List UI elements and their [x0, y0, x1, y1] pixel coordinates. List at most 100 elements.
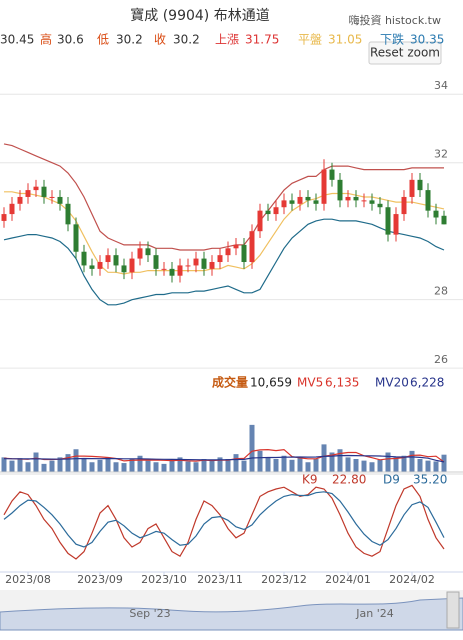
navigator-handle[interactable] [446, 591, 460, 629]
volume-bar [145, 460, 151, 472]
candle-body [41, 186, 47, 197]
button-box[interactable] [368, 41, 442, 65]
y-tick-label: 28 [434, 285, 448, 298]
volume-bar [121, 463, 127, 472]
candle-body [409, 179, 415, 197]
volume-bar [193, 462, 199, 472]
volume-bar [289, 459, 295, 472]
candle-body [73, 224, 79, 252]
quote-value: 31.75 [245, 33, 279, 47]
x-tick-label: 2023/08 [5, 573, 51, 586]
y-tick-label: 32 [434, 148, 448, 161]
button-label[interactable]: Reset zoom [370, 46, 440, 60]
candle-body [209, 262, 215, 269]
legend-name: 成交量 [212, 375, 248, 390]
volume-bar [425, 460, 431, 472]
volume-bar [353, 459, 359, 472]
x-tick-label: 2023/12 [261, 573, 307, 586]
volume-bar [33, 452, 39, 472]
candle-body [153, 255, 159, 269]
volume-bar [361, 460, 367, 472]
bollinger-line [4, 191, 445, 275]
candle-body [161, 268, 167, 270]
x-tick-label: 2024/01 [325, 573, 371, 586]
legend-value: 35.20 [413, 473, 447, 487]
candle-body [9, 203, 15, 215]
candle-body [361, 200, 367, 202]
candle-body [89, 265, 95, 269]
volume-bar [1, 457, 7, 472]
candle-body [121, 265, 127, 273]
quote-label: 下跌 [380, 32, 404, 47]
volume-bar [385, 452, 391, 472]
volume-bar [345, 457, 351, 472]
volume-bar [65, 454, 71, 472]
volume-bar [17, 458, 23, 472]
volume-bar [313, 459, 319, 472]
volume-bar [401, 455, 407, 472]
reset-zoom-button[interactable]: Reset zoom [368, 41, 442, 65]
volume-bar [433, 461, 439, 472]
candle-body [177, 265, 183, 276]
candle-body [217, 255, 223, 263]
volume-bar [25, 462, 31, 472]
volume-bar [225, 459, 231, 472]
volume-bar [369, 462, 375, 472]
candle-body [105, 255, 111, 263]
candle-body [81, 251, 87, 266]
candle-body [257, 210, 263, 232]
candle-body [313, 200, 319, 204]
quote-label: 低 [97, 33, 109, 47]
candle-body [369, 200, 375, 204]
volume-bar [81, 459, 87, 472]
candle-body [65, 203, 71, 225]
candle-body [305, 196, 311, 201]
candle-body [169, 268, 175, 276]
volume-bar [97, 459, 103, 472]
candle-body [137, 248, 143, 259]
volume-bar [153, 462, 159, 472]
volume-bar [281, 455, 287, 472]
x-tick-label: 2023/10 [141, 573, 187, 586]
volume-bar [177, 457, 183, 472]
candle-body [25, 190, 31, 197]
volume-bar [209, 460, 215, 472]
candle-body [33, 186, 39, 191]
x-tick-label: 2023/09 [77, 573, 123, 586]
candle-body [401, 196, 407, 215]
candle-body [1, 214, 7, 221]
legend-name: MV20 [375, 376, 409, 390]
volume-bar [273, 459, 279, 472]
candle-body [385, 207, 391, 235]
candle-body [281, 200, 287, 208]
navigator-label: Jan '24 [355, 607, 393, 620]
volume-bar [217, 457, 223, 472]
quote-value: 30.2 [116, 33, 143, 47]
volume-bar [41, 463, 47, 472]
candle-body [17, 196, 23, 204]
volume-bar [337, 449, 343, 472]
volume-bar [257, 450, 263, 472]
candle-body [441, 215, 447, 225]
candle-body [57, 196, 63, 204]
candle-body [337, 179, 343, 201]
volume-bar [393, 457, 399, 472]
legend-value: 6,135 [325, 376, 359, 390]
legend-name: MV5 [297, 376, 323, 390]
quote-label: 上漲 [215, 33, 239, 47]
navigator-label: Sep '23 [129, 607, 170, 620]
volume-bar [137, 455, 143, 472]
candle-body [97, 262, 103, 269]
legend-name: D9 [383, 473, 400, 487]
candle-body [417, 179, 423, 191]
candle-body [353, 196, 359, 201]
y-tick-label: 26 [434, 353, 448, 366]
volume-bar [233, 454, 239, 472]
candle-body [185, 265, 191, 267]
volume-bar [377, 459, 383, 472]
candle-body [113, 255, 119, 266]
legend-name: K9 [302, 473, 318, 487]
candle-body [249, 231, 255, 263]
quote-value: 30.2 [173, 33, 200, 47]
